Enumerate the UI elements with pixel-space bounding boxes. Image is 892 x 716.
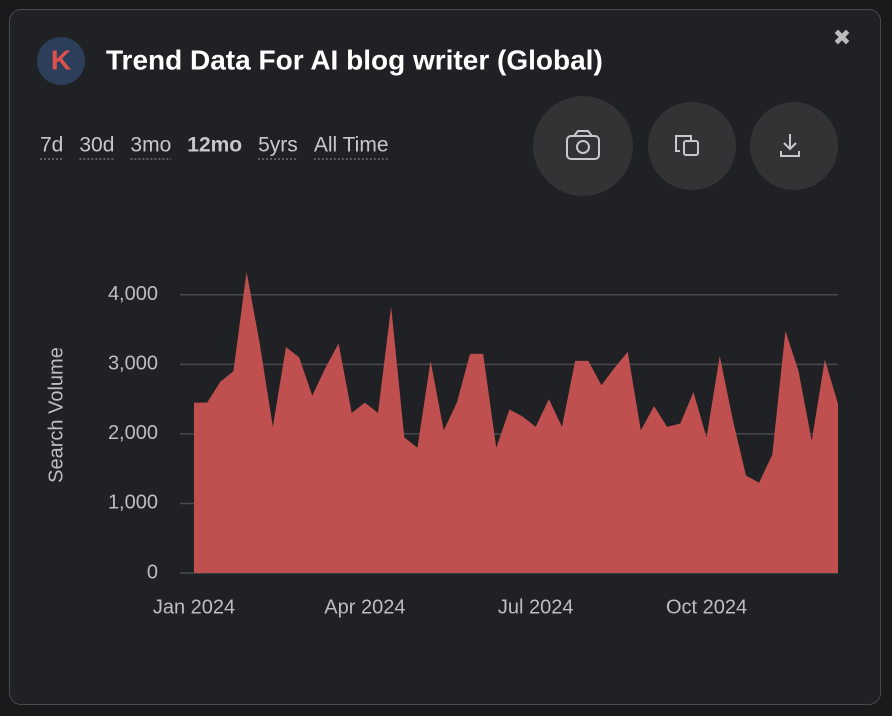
download-icon [780,134,800,157]
copy-button[interactable] [648,102,736,190]
area [194,271,838,573]
y-tick-label: 1,000 [108,492,158,514]
title: Trend Data For AI blog writer (Global) [106,44,603,75]
range-tab[interactable]: All Time [314,134,389,157]
x-tick-label: Oct 2024 [666,596,747,618]
y-axis-label: Search Volume [45,347,67,483]
close-button[interactable]: ✖ [833,25,851,50]
x-tick-label: Jan 2024 [153,596,235,618]
tabs: 7d 30d 3mo 12mo 5yrs All Time [40,134,389,160]
range-tab[interactable]: 5yrs [258,134,298,157]
y-tick-label: 0 [147,561,158,583]
range-tab[interactable]: 12mo [187,134,242,157]
range-tab[interactable]: 30d [79,134,114,157]
screenshot-button[interactable] [533,96,633,196]
camera-icon [566,130,600,160]
range-tab[interactable]: 3mo [130,134,171,157]
y-tick-label: 4,000 [108,283,158,305]
x-tick-label: Apr 2024 [324,596,405,618]
copy-icon [675,135,699,156]
logo-letter: K [51,44,71,75]
logo [37,37,85,85]
trend-panel [9,9,881,705]
range-tab[interactable]: 7d [40,134,63,157]
x-tick-label: Jul 2024 [498,596,574,618]
y-tick-label: 3,000 [108,353,158,375]
y-tick-label: 2,000 [108,422,158,444]
